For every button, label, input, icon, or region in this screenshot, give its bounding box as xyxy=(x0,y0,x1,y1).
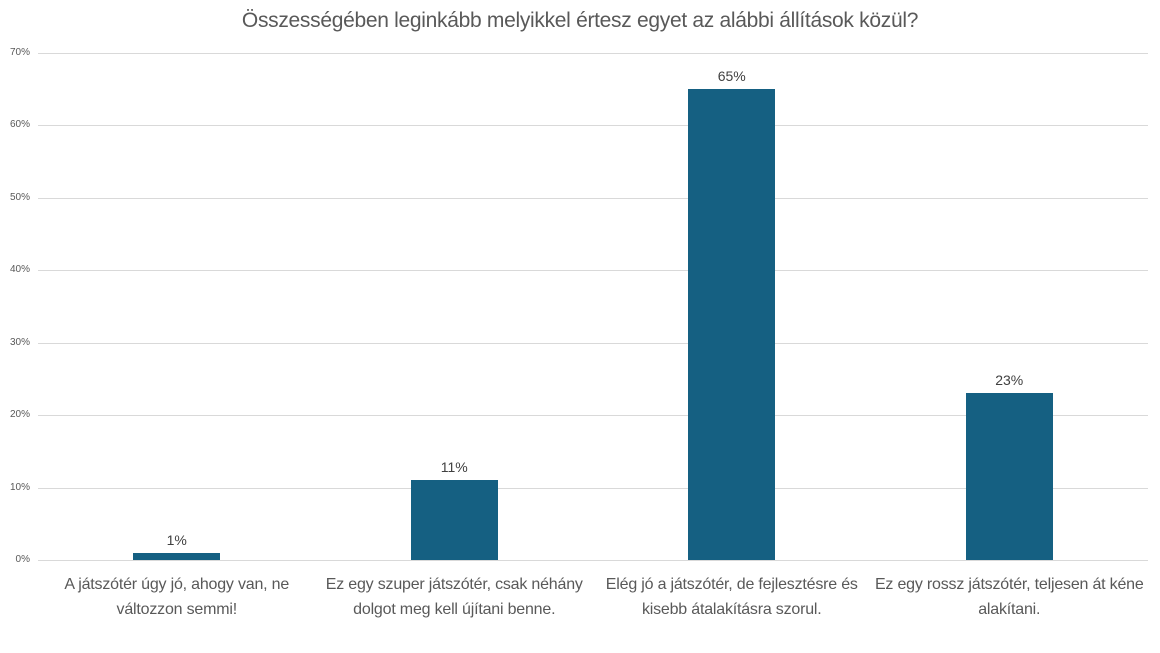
bar-slot: 11% xyxy=(316,53,594,560)
gridline xyxy=(38,197,1148,199)
bar xyxy=(133,552,221,560)
x-axis-labels: A játszótér úgy jó, ahogy van, ne változ… xyxy=(38,572,1148,622)
bar-data-label: 65% xyxy=(717,68,746,85)
gridline xyxy=(38,487,1148,489)
category-label: Ez egy rossz játszótér, teljesen át kéne… xyxy=(874,576,1144,618)
gridline xyxy=(38,560,1148,561)
y-tick-label: 0% xyxy=(15,554,30,565)
y-axis: 0% 10% 20% 30% 40% 50% 60% 70% xyxy=(0,47,30,565)
bar-data-label: 1% xyxy=(166,531,187,548)
bar-data-label: 23% xyxy=(995,372,1024,389)
y-tick-label: 40% xyxy=(9,264,30,276)
plot-area: 1% 11% 65% 23% xyxy=(38,53,1148,561)
y-tick-label: 20% xyxy=(9,409,30,421)
y-tick-label: 60% xyxy=(9,119,30,131)
category-label: A játszótér úgy jó, ahogy van, ne változ… xyxy=(64,576,290,618)
gridline xyxy=(38,53,1148,54)
bar-series: 1% 11% 65% 23% xyxy=(38,53,1148,560)
bar-slot: 23% xyxy=(871,53,1149,560)
bar xyxy=(965,393,1053,560)
gridline xyxy=(38,415,1148,417)
chart-title: Összességében leginkább melyikkel értesz… xyxy=(241,9,919,32)
gridline xyxy=(38,125,1148,127)
y-tick-label: 70% xyxy=(9,47,30,58)
y-tick-label: 30% xyxy=(9,336,30,348)
gridline xyxy=(38,270,1148,272)
bar-slot: 1% xyxy=(38,53,316,560)
y-tick-label: 10% xyxy=(9,481,30,493)
bar-data-label: 11% xyxy=(440,459,468,476)
gridlines xyxy=(38,53,1148,561)
bar xyxy=(688,89,776,560)
category-label: Ez egy szuper játszótér, csak néhány dol… xyxy=(325,576,583,618)
bar-slot: 65% xyxy=(593,53,871,560)
category-label: Elég jó a játszótér, de fejlesztésre és … xyxy=(605,576,858,618)
gridline xyxy=(38,342,1148,344)
bar xyxy=(410,480,498,560)
y-tick-label: 50% xyxy=(9,191,30,203)
